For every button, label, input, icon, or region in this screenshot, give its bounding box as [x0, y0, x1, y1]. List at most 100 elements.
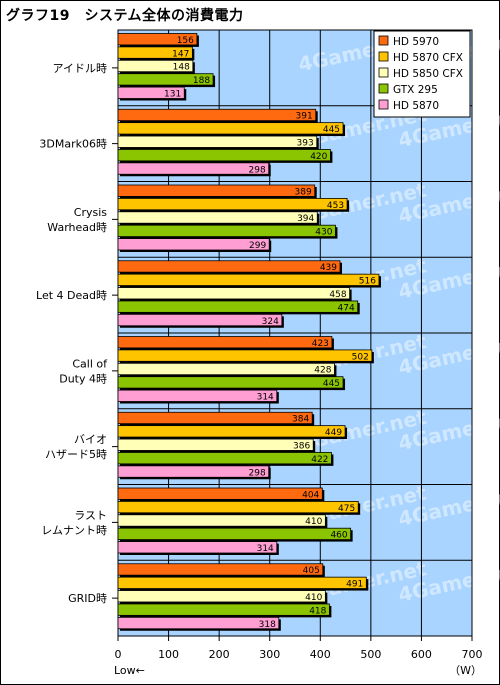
bar: [117, 389, 278, 402]
data-label: 324: [262, 317, 279, 327]
data-label: 453: [327, 201, 344, 211]
data-label: 474: [338, 303, 355, 313]
legend-swatch: [378, 67, 389, 78]
data-label: 314: [257, 393, 274, 403]
x-axis: 0 100 200 300 400 500 600 700 Low← （W）: [114, 636, 483, 677]
data-label: 405: [303, 566, 320, 576]
bar: [117, 563, 324, 576]
bar: [117, 238, 270, 251]
bar: [117, 135, 318, 148]
category-label: Let 4 Dead時: [36, 289, 107, 302]
bar: [117, 260, 341, 273]
data-label: 410: [305, 593, 322, 603]
data-label: 299: [249, 241, 266, 251]
category-label: アイドル時: [53, 62, 107, 75]
legend-swatch: [378, 83, 389, 94]
bar: [117, 500, 359, 514]
bar: [117, 108, 317, 122]
bar: [117, 86, 185, 99]
legend-label: HD 5850 CFX: [393, 68, 463, 80]
bar: [117, 465, 270, 478]
bar: [117, 149, 331, 162]
data-label: 318: [259, 620, 276, 630]
bar: [117, 59, 194, 73]
data-label: 156: [177, 36, 194, 46]
bar: [117, 184, 316, 197]
data-label: 384: [292, 415, 309, 425]
bar: [117, 438, 314, 451]
data-label: 410: [305, 517, 322, 527]
legend-label: HD 5970: [393, 36, 439, 48]
data-label: 148: [173, 63, 190, 73]
bar: [117, 514, 326, 527]
bar: [117, 197, 348, 211]
bar: [117, 590, 326, 603]
data-label: 422: [311, 455, 328, 465]
data-label: 460: [330, 531, 347, 541]
category-label: Duty 4時: [59, 372, 107, 385]
bar: [117, 376, 344, 389]
x-tick-label: 100: [158, 648, 179, 661]
data-label: 439: [320, 263, 337, 273]
bar: [117, 162, 270, 175]
x-tick-label: 200: [209, 648, 230, 661]
data-label: 386: [293, 441, 310, 451]
bars-layer: 1561471481881313914453934202983894533944…: [117, 33, 381, 631]
legend-swatch: [378, 99, 389, 110]
data-label: 298: [249, 468, 266, 478]
data-label: 449: [325, 428, 342, 438]
bar: [117, 336, 333, 349]
category-label: Warhead時: [47, 221, 107, 234]
data-label: 404: [302, 490, 319, 500]
data-label: 445: [323, 379, 340, 389]
data-label: 423: [312, 339, 329, 349]
data-label: 491: [346, 580, 363, 590]
data-label: 298: [249, 165, 266, 175]
bar: [117, 541, 278, 554]
category-label: GRID時: [68, 592, 107, 605]
bar: [117, 616, 280, 630]
category-label: ラスト: [74, 509, 107, 522]
data-label: 428: [314, 366, 331, 376]
bar: [117, 425, 346, 438]
bar: [117, 33, 198, 46]
data-label: 391: [296, 112, 313, 122]
chart-title: グラフ19 システム全体の消費電力: [6, 8, 244, 24]
legend-label: HD 5870: [393, 100, 439, 112]
data-label: 458: [329, 290, 346, 300]
category-label: Crysis: [74, 206, 108, 219]
x-axis-unit: （W）: [449, 664, 482, 677]
bar: [117, 122, 344, 135]
data-label: 502: [352, 352, 369, 362]
legend-label: GTX 295: [393, 84, 438, 96]
data-label: 445: [323, 125, 340, 135]
x-tick-label: 300: [259, 648, 280, 661]
data-label: 475: [338, 504, 355, 514]
bar: [117, 576, 367, 589]
bar: [117, 349, 373, 362]
bar: [117, 313, 283, 327]
bar: [117, 46, 193, 59]
data-label: 420: [310, 152, 327, 162]
data-label: 393: [297, 138, 314, 148]
data-label: 430: [315, 228, 332, 238]
x-tick-label: 600: [411, 648, 432, 661]
data-label: 147: [172, 49, 189, 59]
bar: [117, 603, 330, 616]
legend: HD 5970 HD 5870 CFX HD 5850 CFX GTX 295 HD 5…: [373, 30, 471, 118]
bar: [117, 224, 336, 237]
bar: [117, 273, 380, 286]
bar: [117, 300, 359, 313]
data-label: 516: [359, 277, 376, 287]
data-label: 389: [295, 187, 312, 197]
bar: [117, 362, 335, 376]
x-tick-label: 500: [360, 648, 381, 661]
data-label: 188: [193, 76, 210, 86]
x-axis-note: Low←: [114, 664, 145, 677]
x-tick-label: 400: [310, 648, 331, 661]
x-tick-label: 700: [462, 648, 483, 661]
bar: [117, 487, 323, 500]
category-label: 3DMark06時: [39, 138, 107, 151]
x-tick-label: 0: [115, 648, 122, 661]
